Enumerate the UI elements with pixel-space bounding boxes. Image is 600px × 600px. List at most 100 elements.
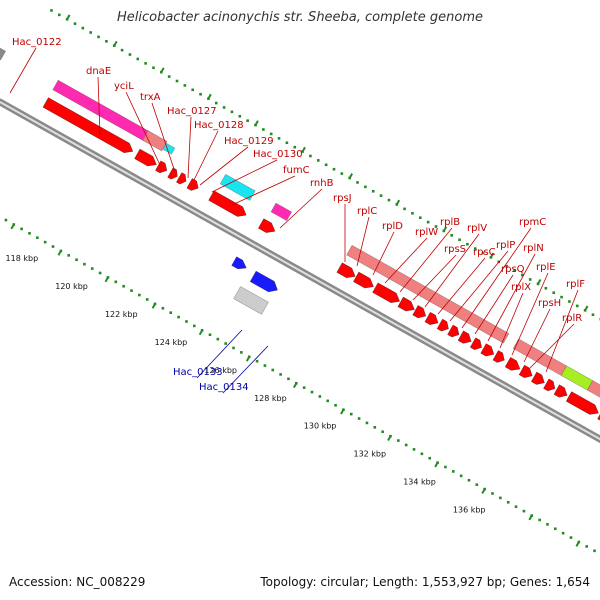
outer-tick-dot (489, 256, 493, 259)
outer-tick-dot (513, 269, 516, 272)
outer-tick-dot (309, 154, 312, 158)
outer-tick-dot (81, 26, 85, 30)
inner-tick-dot (208, 333, 212, 337)
inner-tick-dot (192, 324, 196, 328)
ribosomal-strip-b (512, 338, 567, 376)
gene-label: rplC (357, 206, 377, 217)
outer-tick-dot (560, 295, 563, 299)
cds-arrow-shape (470, 337, 482, 350)
inner-tick-major-tick (245, 356, 251, 362)
cds-arrow-shape (597, 409, 600, 423)
outer-tick-dot (214, 101, 218, 105)
leader-line (424, 233, 480, 308)
ribosomal-strip-c-shape (587, 380, 600, 410)
gene-label: rplB (440, 217, 460, 228)
outer-tick-dot (568, 300, 571, 303)
cds-arrow (531, 371, 545, 385)
inner-tick-dot (43, 240, 47, 244)
outer-tick-dot (403, 207, 406, 211)
outer-tick-dot (411, 212, 414, 215)
outer-tick-dot (238, 114, 242, 118)
leader-line (125, 91, 161, 166)
inner-tick-major-tick (292, 382, 298, 389)
cds-arrow-shape (543, 378, 556, 392)
outer-tick-major-tick (490, 252, 495, 258)
cds-arrow (155, 160, 168, 174)
outer-tick-dot (473, 247, 477, 250)
outer-tick-dot (426, 220, 430, 224)
outer-tick-dot (387, 198, 391, 202)
inner-tick-dot (553, 527, 557, 531)
cds-arrow (518, 364, 533, 378)
inner-tick-dot (538, 518, 541, 522)
inner-tick-dot (169, 311, 173, 314)
genome-backbone (0, 98, 600, 444)
small-trna-strip-shape (270, 202, 292, 221)
inner-tick-dot (122, 284, 125, 288)
inner-tick-dot (365, 421, 369, 425)
inner-tick-dot (83, 262, 86, 266)
inner-tick-dot (310, 390, 314, 394)
outer-tick-dot (521, 273, 524, 277)
inner-tick-dot (514, 505, 518, 509)
cds-arrow (186, 178, 199, 191)
inner-tick-major-tick (198, 329, 204, 336)
outer-tick-major-tick (254, 120, 259, 126)
outer-tick-dot (466, 242, 469, 246)
cds-arrow (176, 172, 187, 185)
cds-arrow (492, 350, 505, 363)
leader-line (412, 254, 457, 301)
leader-line (384, 237, 428, 284)
outer-tick-major-tick (207, 93, 212, 100)
gene-label: rplW (415, 227, 438, 238)
leader-line (193, 130, 219, 181)
inner-tick-major-tick (340, 409, 345, 415)
outer-tick-dot (112, 44, 116, 48)
leader-line (499, 292, 524, 349)
outer-tick-dot (269, 132, 273, 136)
outer-tick-dot (183, 84, 187, 87)
outer-tick-dot (144, 62, 147, 65)
leader-line (9, 47, 37, 94)
inner-tick-dot (397, 439, 400, 442)
outer-tick-dot (136, 57, 140, 61)
inner-tick-major-tick (434, 462, 439, 468)
cds-arrow-shape (397, 296, 415, 312)
leader-line (372, 231, 395, 276)
outer-tick-dot (230, 110, 234, 114)
inner-tick-dot (114, 280, 118, 284)
inner-tick-dot (232, 346, 235, 350)
gene-label: trxA (140, 92, 161, 103)
cds-arrow-shape (336, 262, 356, 278)
outer-tick-dot (65, 17, 69, 21)
green-strip (560, 365, 593, 391)
scale-label: 124 kbp (155, 338, 188, 347)
outer-tick-dot (191, 88, 195, 92)
inner-tick-dot (224, 342, 227, 345)
inner-tick-dot (444, 465, 447, 469)
inner-tick-dot (28, 232, 31, 235)
outer-tick-dot (152, 66, 155, 70)
inner-tick-dot (287, 377, 290, 381)
scale-label: 128 kbp (254, 394, 287, 403)
cds-arrow-shape (492, 350, 505, 363)
inner-tick-dot (67, 254, 71, 257)
gene-label: rpsH (538, 298, 561, 309)
cds-arrow-shape (186, 178, 199, 191)
inner-tick-dot (420, 452, 424, 456)
cds-arrow-shape (424, 312, 439, 325)
blue-gene-a-shape (231, 256, 247, 270)
cds-arrow-shape (134, 148, 157, 167)
cds-arrow-shape (457, 330, 472, 344)
cds-arrow-shape (531, 371, 545, 385)
cds-arrow (397, 296, 415, 312)
outer-tick-major-tick (66, 14, 71, 20)
outer-tick-dot (57, 13, 61, 17)
outer-tick-dot (481, 251, 485, 255)
gene-label: yciL (114, 81, 134, 92)
cds-arrow-shape (480, 343, 495, 357)
outer-tick-dot (316, 159, 320, 162)
leader-line (231, 175, 296, 206)
ribosomal-strip-b-shape (512, 338, 567, 376)
